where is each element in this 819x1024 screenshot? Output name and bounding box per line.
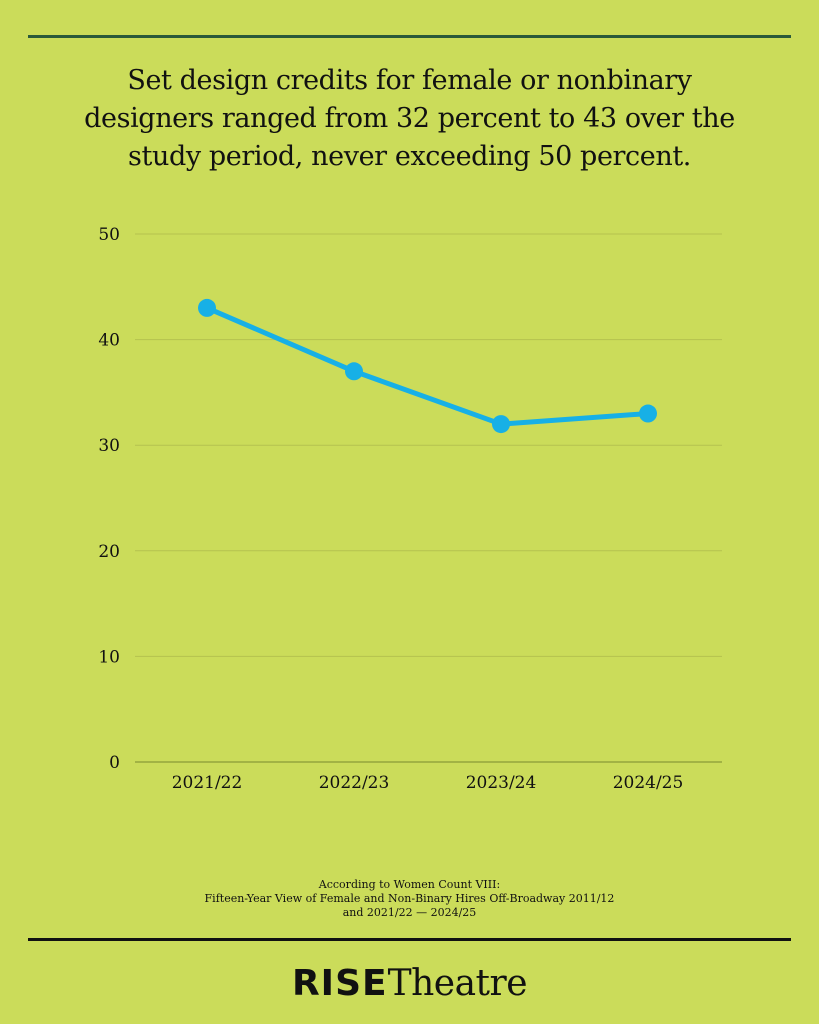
y-tick-label: 30 — [98, 436, 120, 456]
y-tick-label: 0 — [109, 753, 120, 773]
headline-line-2: designers ranged from 32 percent to 43 o… — [84, 103, 735, 134]
y-tick-label: 40 — [98, 331, 120, 351]
x-tick-label: 2021/22 — [172, 773, 243, 793]
x-tick-labels: 2021/22 2022/23 2023/24 2024/25 — [172, 773, 684, 793]
headline-line-1: Set design credits for female or nonbina… — [127, 65, 692, 96]
line-chart: 0 10 20 30 40 50 2021/22 2022/23 2023/24 2024/25 — [98, 225, 722, 793]
source-line-3: and 2021/22 — 2024/25 — [342, 906, 477, 919]
data-point — [345, 362, 363, 381]
data-point — [492, 415, 510, 434]
data-point — [639, 404, 657, 423]
x-tick-label: 2023/24 — [466, 773, 537, 793]
headline-line-3: study period, never exceeding 50 percent… — [128, 141, 691, 172]
y-tick-label: 20 — [98, 542, 120, 562]
y-tick-labels: 0 10 20 30 40 50 — [98, 225, 120, 773]
y-tick-label: 10 — [98, 647, 120, 667]
bottom-divider — [28, 938, 791, 941]
brand-logo: RISETheatre — [0, 963, 819, 1004]
series-line — [204, 305, 651, 427]
brand-logo-light: Theatre — [387, 963, 528, 1004]
source-note: According to Women Count VIII: Fifteen-Y… — [100, 878, 719, 920]
x-tick-label: 2024/25 — [613, 773, 684, 793]
brand-logo-bold: RISE — [291, 963, 388, 1004]
series-layer — [198, 298, 657, 434]
grid-layer — [135, 233, 722, 657]
source-line-2: Fifteen-Year View of Female and Non-Bina… — [204, 892, 615, 905]
source-line-1: According to Women Count VIII: — [318, 878, 501, 891]
y-tick-label: 50 — [98, 225, 120, 245]
chart-headline: Set design credits for female or nonbina… — [60, 62, 759, 176]
data-point — [198, 298, 216, 317]
top-divider — [28, 35, 791, 38]
x-tick-label: 2022/23 — [319, 773, 390, 793]
